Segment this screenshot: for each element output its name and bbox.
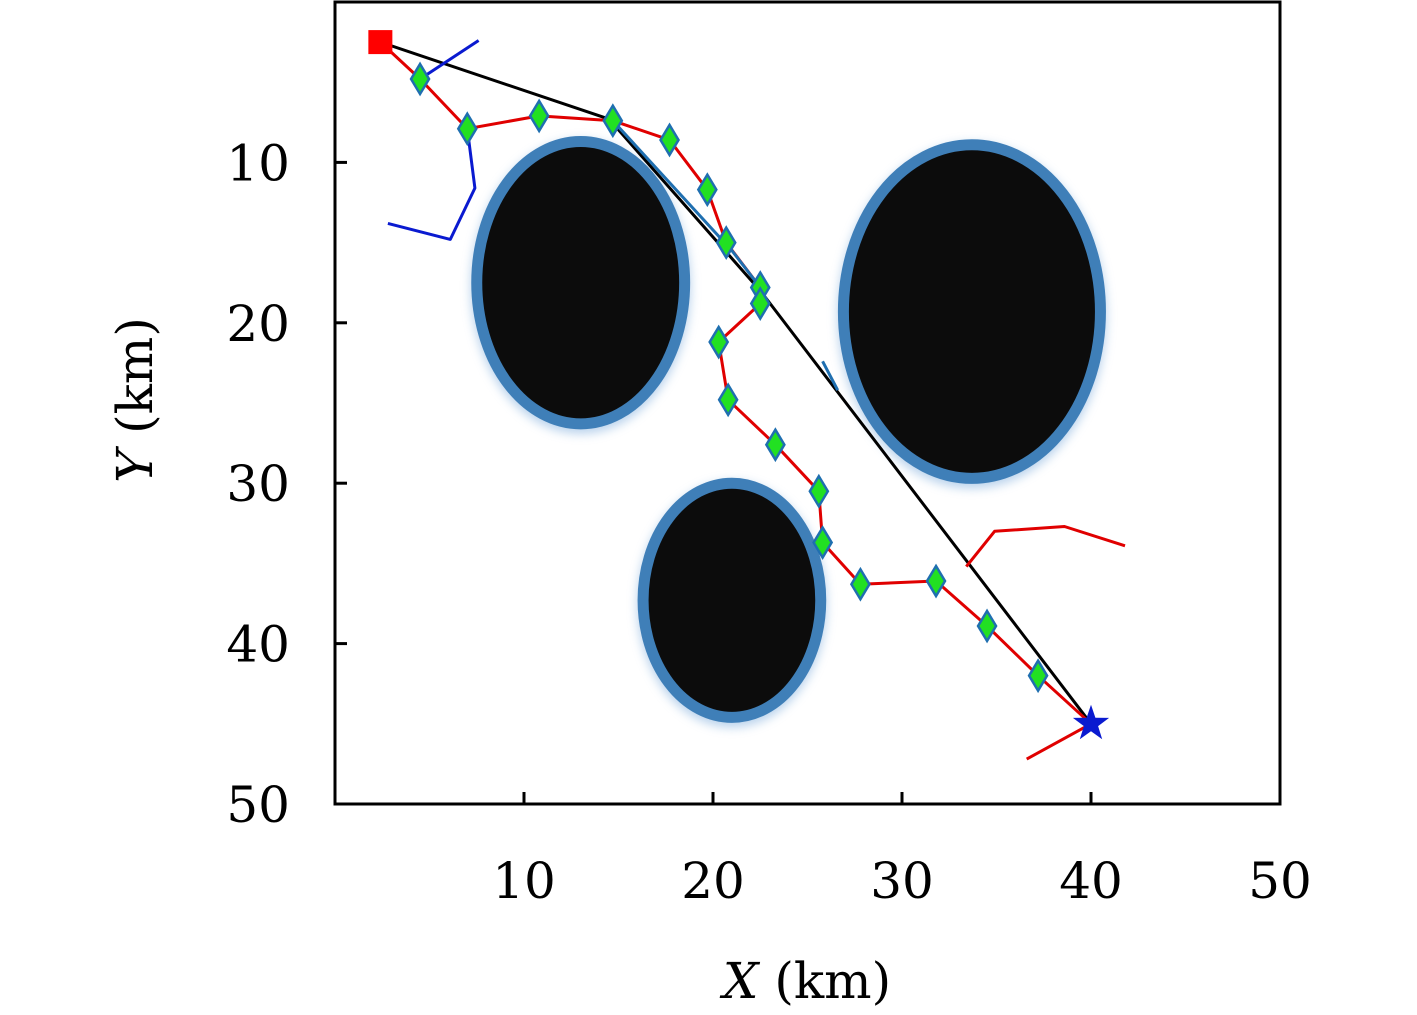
x-tick-label: 30 [870,852,934,910]
y-tick-label: 10 [226,134,290,192]
blue-branch-line-3 [419,39,480,81]
waypoint-marker-7 [715,225,737,261]
waypoint-marker-6 [696,172,718,208]
waypoint-marker-1 [409,61,431,97]
waypoint-marker-15 [849,566,871,602]
waypoint-marker-17 [976,608,998,644]
teal-segment-line-6 [821,360,840,391]
plot-frame [333,0,1282,806]
obstacle-body [837,139,1106,484]
straight-reference-line-1 [379,40,1093,725]
obstacles [470,136,1107,728]
plot-background [335,2,1280,804]
y-tick-label: 30 [226,455,290,513]
y-tick-label: 40 [226,616,290,674]
waypoint-marker-2 [456,111,478,147]
markers [368,30,1110,740]
obstacle-1 [470,136,691,434]
blue-branch-line-4 [387,128,477,241]
red-branch-line-7 [965,525,1126,568]
x-tick-label: 10 [492,852,556,910]
waypoint-marker-5 [659,122,680,158]
teal-segment-line-5 [611,119,762,289]
x-tick-label: 20 [681,852,745,910]
waypoint-marker-16 [925,563,947,599]
obstacle-body [637,477,827,723]
waypoint-marker-4 [602,103,624,139]
waypoint-marker-12 [764,427,786,463]
obstacle-2 [837,139,1107,489]
waypoint-marker-18 [1027,658,1049,694]
x-tick-label: 40 [1059,852,1123,910]
planned-path-line-2 [379,41,1093,725]
series [379,39,1126,761]
waypoint-marker-13 [808,473,830,509]
y-tick-label: 50 [226,776,290,834]
x-tick-label: 50 [1248,852,1312,910]
waypoint-marker-3 [528,98,550,134]
waypoint-marker-11 [717,382,739,418]
x-axis-label: X (km) [719,952,891,1010]
start-marker [368,30,393,55]
red-branch-line-8 [1025,722,1092,761]
obstacle-3 [637,477,827,728]
waypoint-marker-14 [812,525,834,560]
obstacle-body [471,136,691,430]
waypoint-marker-10 [708,324,730,360]
y-tick-label: 20 [226,295,290,353]
ticks: 10 20 30 40 50 10 20 30 40 50 [226,134,1311,910]
waypoint-marker-9 [749,286,771,321]
goal-marker [1072,704,1110,740]
y-axis-label: Y (km) [106,317,164,483]
